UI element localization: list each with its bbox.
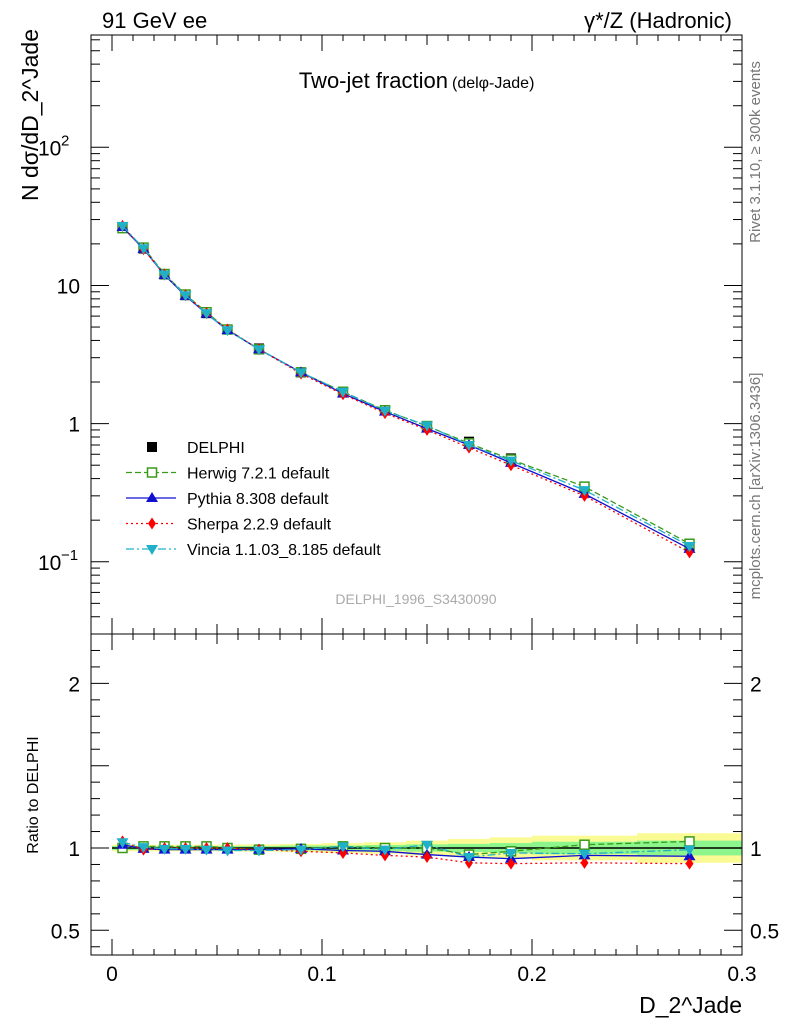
ratio-point-vincia [253,846,265,857]
ratio-point-herwig [684,836,695,847]
data-point-vincia [379,406,391,417]
y-tick-base: 10 [38,137,61,160]
x-tick-label: 0.2 [517,963,546,986]
ratio-point-sherpa [685,857,694,870]
legend-label-data: DELPHI [187,440,245,457]
y-tick-label: 1 [68,414,80,437]
legend-marker-sherpa [148,517,156,530]
y-tick-label-power: 10 2 [38,132,69,160]
data-point-sherpa [685,546,694,559]
legend-marker-herwig [146,467,158,478]
ratio-point-sherpa [507,857,515,870]
ratio-point-sherpa [580,856,589,869]
ratio-line-herwig [122,840,690,856]
ratio-series-vincia [116,838,696,864]
ratio-y-tick-label: 2 [68,673,80,696]
data-point-vincia [683,542,696,553]
ratio-point-vincia [295,845,307,856]
ratio-point-vincia [158,844,171,855]
data-point-vincia [200,309,213,320]
ratio-y-tick-label-right: 2 [750,673,762,696]
legend-label-vincia: Vincia 1.1.03_8.185 default [187,542,381,559]
ratio-panel: 0.5 0.5 1 1 2 2 0 0.1 0.2 0.3 Ratio to DELPHI D_2^J… [25,633,779,1018]
ratio-point-vincia [505,848,517,859]
x-tick-label: 0.1 [307,963,336,986]
y-tick-label: 10 [57,275,80,298]
bottom-frame [90,633,743,956]
analysis-watermark: DELPHI_1996_S3430090 [335,591,496,607]
data-point-vincia [116,221,129,232]
ratio-point-vincia [421,840,433,851]
data-point-vincia [421,421,433,432]
legend-label-pythia: Pythia 8.308 default [187,491,329,508]
chart-title: Two-jet fraction [299,68,448,93]
ratio-point-vincia [683,845,696,856]
ratio-y-tick-label-right: 0.5 [750,920,779,943]
data-point-vincia [158,270,171,281]
ratio-point-vincia [200,845,213,856]
x-tick-label: 0 [106,963,118,986]
x-tick-label: 0.3 [727,963,756,986]
y-tick-exponent: −1 [61,547,78,564]
data-point-vincia [505,456,517,467]
legend-marker-data [147,442,157,452]
ratio-point-vincia [137,843,150,854]
ratio-y-tick-label: 0.5 [51,920,80,943]
y-tick-exponent: 2 [61,132,69,149]
ratio-point-vincia [463,853,475,864]
data-point-vincia [295,368,307,379]
header-left: 91 GeV ee [102,8,207,33]
data-point-vincia [253,345,265,356]
data-point-vincia [337,387,349,398]
series-line-herwig [122,227,690,545]
ratio-point-vincia [337,842,349,853]
ratio-point-herwig [579,839,590,850]
data-point-vincia [179,291,192,302]
y-tick-base: 10 [38,552,61,575]
ratio-point-vincia [379,845,391,856]
series-vincia [116,221,696,553]
data-point-vincia [137,244,150,255]
legend: DELPHI Herwig 7.2.1 default Pythia 8.308 d… [126,440,381,559]
rivet-version-label: Rivet 3.1.10, ≥ 300k events [747,61,764,243]
ratio-y-tick-label: 1 [68,838,80,861]
ratio-point-vincia [116,838,129,849]
y-axis-label: N dσ/dD_2^Jade [17,29,43,201]
data-point-vincia [221,326,234,337]
header-right: γ*/Z (Hadronic) [584,8,732,33]
data-point-vincia [578,486,591,497]
chart-title-qualifier: (delφ-Jade) [452,75,534,92]
ratio-point-vincia [578,849,591,860]
ratio-y-axis-label: Ratio to DELPHI [25,736,42,853]
y-tick-label-power: 10 −1 [38,547,78,575]
ratio-point-vincia [179,844,192,855]
legend-label-herwig: Herwig 7.2.1 default [187,466,330,483]
ratio-y-tick-label-right: 1 [750,838,762,861]
ratio-point-sherpa [339,846,347,859]
data-point-vincia [463,441,475,452]
x-axis-label: D_2^Jade [639,992,742,1018]
ratio-point-vincia [221,846,234,857]
legend-label-sherpa: Sherpa 2.2.9 default [187,517,332,534]
ratio-point-sherpa [423,851,431,864]
legend-marker-vincia [146,545,158,555]
mcplots-source-label: mcplots.cern.ch [arXiv:1306.3436] [747,373,764,600]
legend-marker-pythia [146,492,158,502]
